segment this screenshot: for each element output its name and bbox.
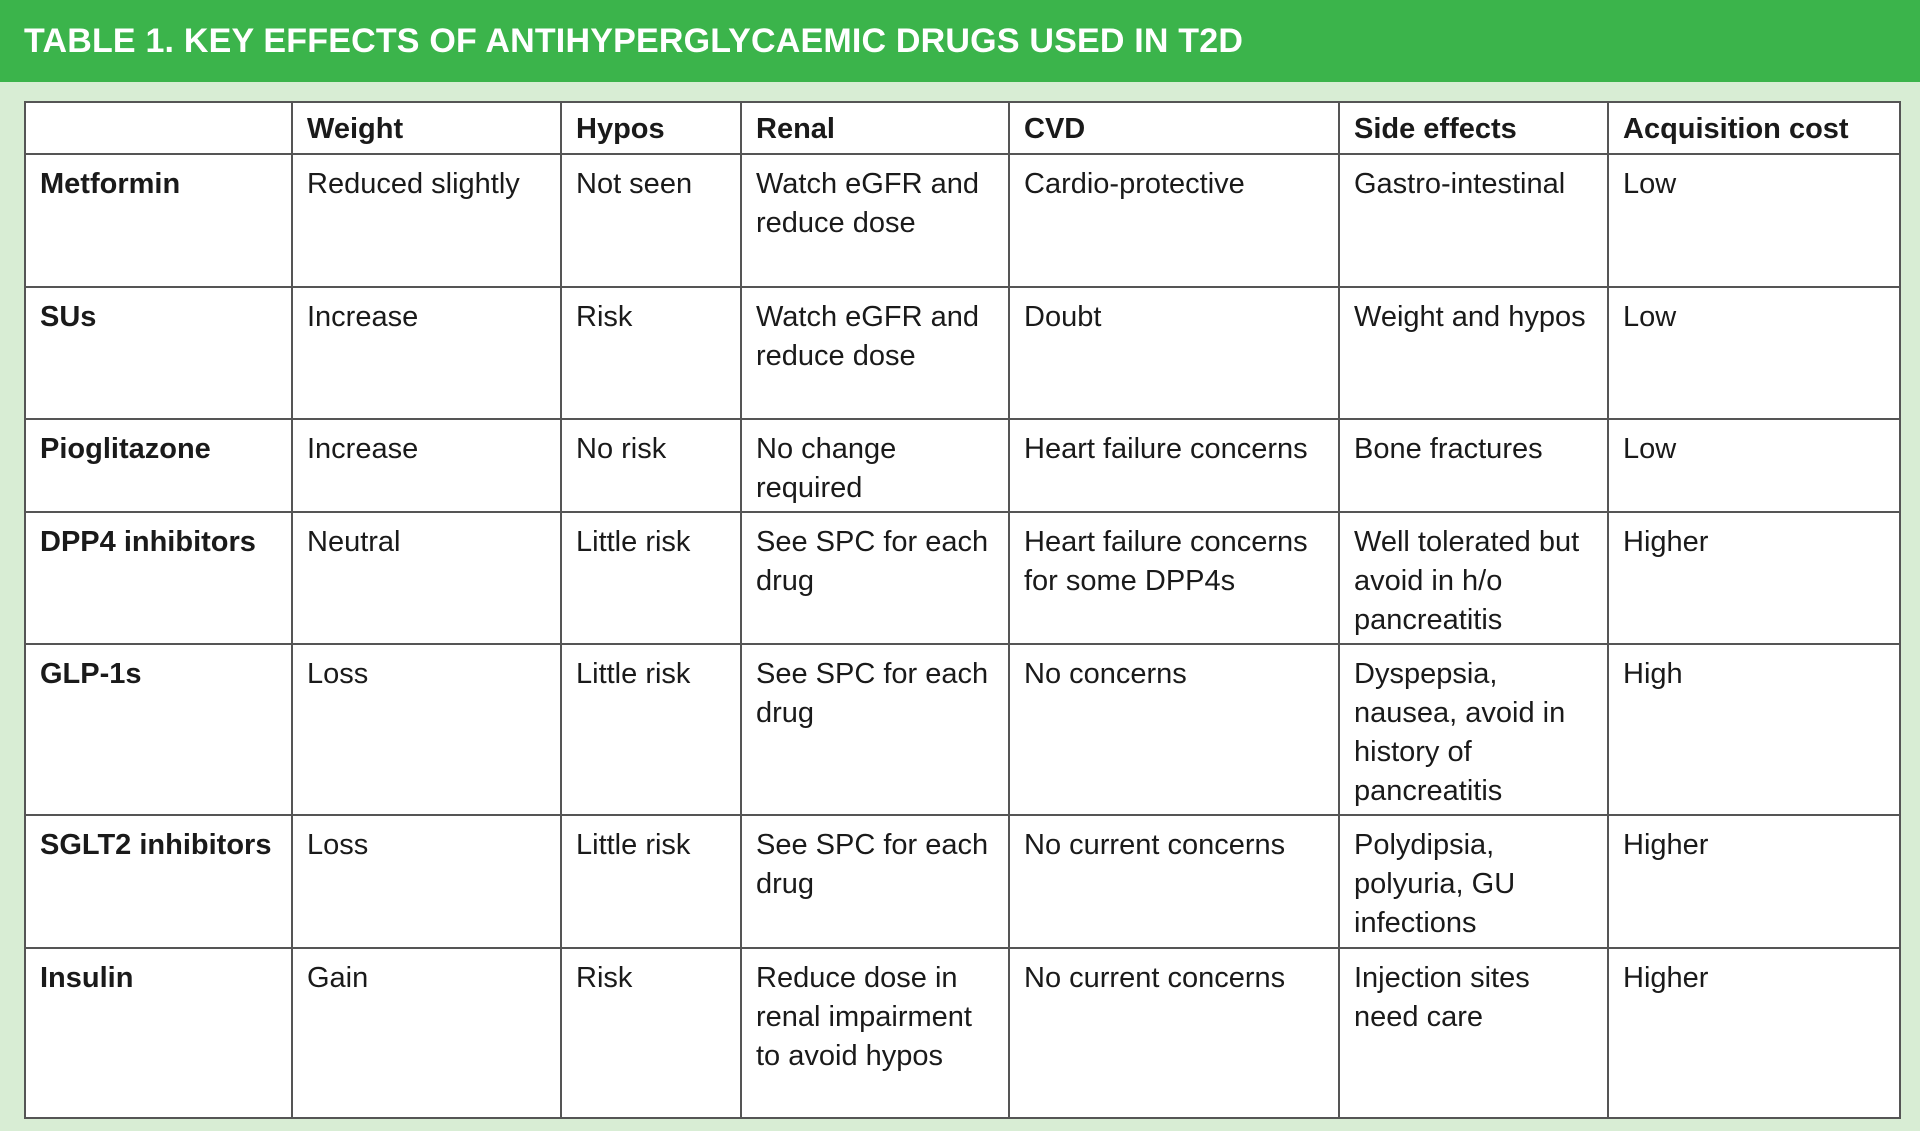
table-cell: Low [1607,153,1901,288]
table-cell: Low [1607,418,1901,513]
table-cell: See SPC for each drug [740,643,1010,816]
table-cell: Little risk [560,814,742,949]
column-header: Acquisition cost [1607,101,1901,155]
table-cell: High [1607,643,1901,816]
table-cell: Heart failure concerns for some DPP4s [1008,511,1340,645]
table-title: TABLE 1. KEY EFFECTS OF ANTIHYPERGLYCAEM… [24,22,1244,60]
column-header: Weight [291,101,562,155]
table-cell: Heart failure concerns [1008,418,1340,513]
table-cell: No current concerns [1008,947,1340,1119]
column-header [24,101,293,155]
table-row: Pioglitazone Increase No risk No change req… [24,418,1901,513]
table-cell: No risk [560,418,742,513]
table-cell: Little risk [560,511,742,645]
table-cell: Little risk [560,643,742,816]
table-cell: Gain [291,947,562,1119]
table-cell: No current concerns [1008,814,1340,949]
table-row: GLP-1s Loss Little risk See SPC for each dr… [24,643,1901,816]
table-cell: Higher [1607,814,1901,949]
table-cell: Neutral [291,511,562,645]
drug-name-cell: SGLT2 inhibitors [24,814,293,949]
drug-name-cell: Insulin [24,947,293,1119]
table-cell: Cardio-protective [1008,153,1340,288]
drug-name-cell: SUs [24,286,293,420]
table-cell: See SPC for each drug [740,814,1010,949]
table-cell: See SPC for each drug [740,511,1010,645]
table-cell: Doubt [1008,286,1340,420]
table-cell: Higher [1607,511,1901,645]
table-cell: Reduced slightly [291,153,562,288]
drug-name-cell: Metformin [24,153,293,288]
table-cell: Weight and hypos [1338,286,1609,420]
table-cell: Gastro-intestinal [1338,153,1609,288]
table-cell: Injection sites need care [1338,947,1609,1119]
table-cell: Increase [291,286,562,420]
table-cell: Loss [291,643,562,816]
column-header: CVD [1008,101,1340,155]
header-row: Weight Hypos Renal CVD Side effects Acquisiti… [24,101,1901,155]
table-cell: Loss [291,814,562,949]
table-cell: Dyspepsia, nausea, avoid in history of p… [1338,643,1609,816]
table-cell: Polydipsia, polyuria, GU infections [1338,814,1609,949]
drug-name-cell: GLP-1s [24,643,293,816]
table-cell: Higher [1607,947,1901,1119]
table-row: Metformin Reduced slightly Not seen Watch e… [24,153,1901,288]
drug-effects-table: Weight Hypos Renal CVD Side effects Acquisiti… [24,101,1901,1119]
table-row: DPP4 inhibitors Neutral Little risk See SPC… [24,511,1901,645]
table-row: SGLT2 inhibitors Loss Little risk See SPC f… [24,814,1901,949]
table-cell: Increase [291,418,562,513]
drug-name-cell: Pioglitazone [24,418,293,513]
table-cell: Bone fractures [1338,418,1609,513]
table-row: Insulin Gain Risk Reduce dose in renal impa… [24,947,1901,1119]
table-cell: Well tolerated but avoid in h/o pancreat… [1338,511,1609,645]
drug-name-cell: DPP4 inhibitors [24,511,293,645]
table-cell: Watch eGFR and reduce dose [740,153,1010,288]
table-cell: Reduce dose in renal impairment to avoid… [740,947,1010,1119]
table-cell: Low [1607,286,1901,420]
table-cell: Risk [560,286,742,420]
title-banner: TABLE 1. KEY EFFECTS OF ANTIHYPERGLYCAEM… [0,0,1920,82]
table-cell: Not seen [560,153,742,288]
table-cell: No concerns [1008,643,1340,816]
column-header: Renal [740,101,1010,155]
table-cell: Risk [560,947,742,1119]
column-header: Hypos [560,101,742,155]
column-header: Side effects [1338,101,1609,155]
table-cell: No change required [740,418,1010,513]
table-row: SUs Increase Risk Watch eGFR and reduce dos… [24,286,1901,420]
table-cell: Watch eGFR and reduce dose [740,286,1010,420]
